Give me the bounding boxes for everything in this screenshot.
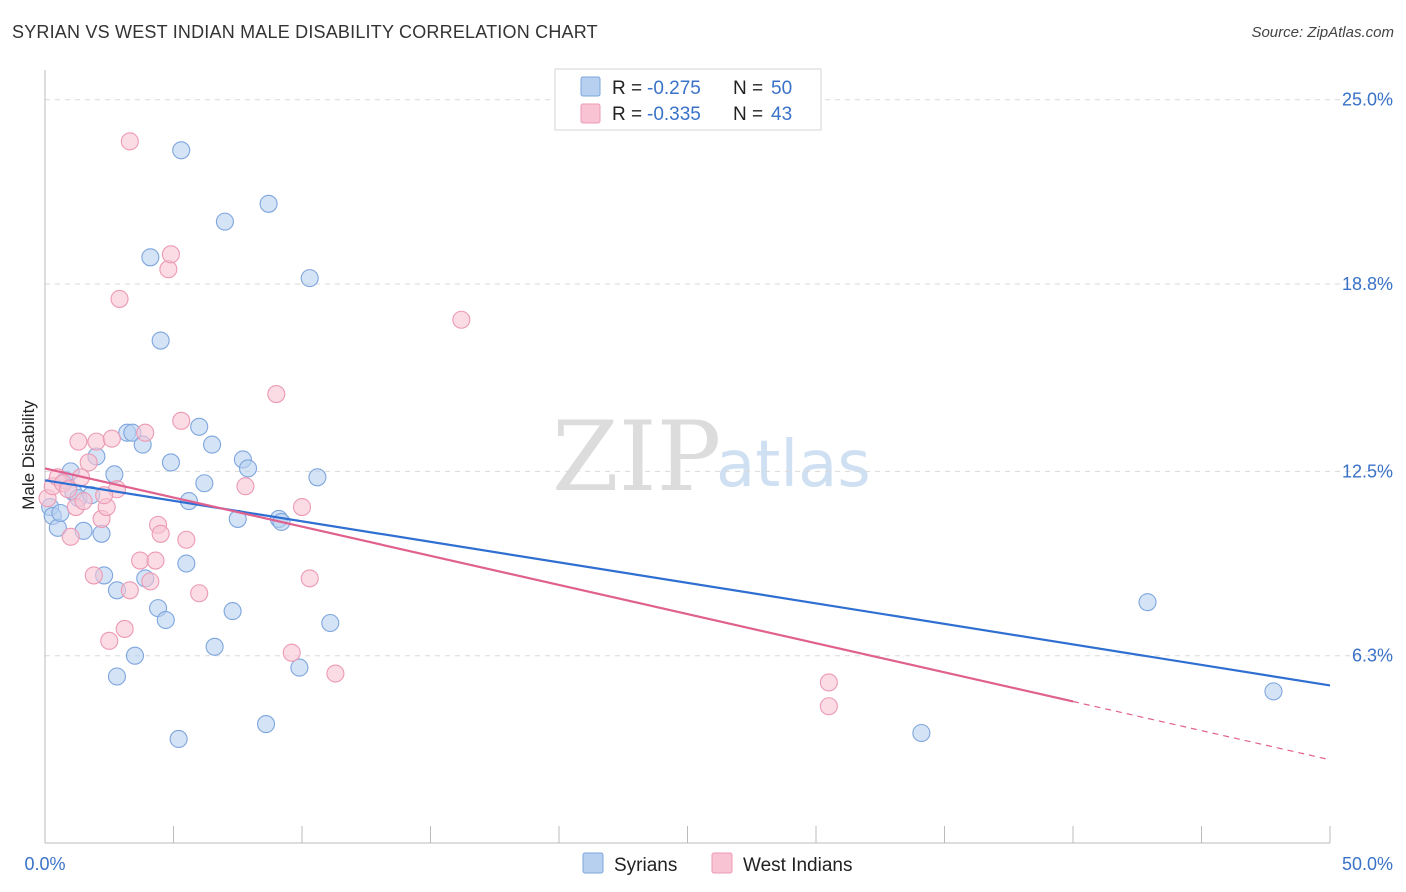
syrians-point xyxy=(223,602,242,621)
x-tick-label: 0.0% xyxy=(24,854,65,874)
legend-r-value: -0.275 xyxy=(647,78,701,99)
legend-r-label: R = xyxy=(612,78,642,99)
gridlines xyxy=(45,99,1393,657)
west-indians-point xyxy=(131,551,150,570)
correlation-legend: R = -0.275 N = 50 R = -0.335 N = 43 xyxy=(554,68,822,131)
syrians-point xyxy=(51,503,70,523)
syrians-point xyxy=(300,269,319,288)
bottom-legend-swatch-syrians xyxy=(582,852,604,874)
syrians-point xyxy=(321,613,340,633)
syrians-point xyxy=(290,658,309,677)
y-tick-label: 6.3% xyxy=(1352,646,1393,666)
legend-swatch-west-indians xyxy=(580,103,601,124)
west-indians-point xyxy=(452,310,471,329)
syrians-point xyxy=(161,453,180,472)
syrians-point xyxy=(308,468,327,487)
west-indians-point xyxy=(300,569,319,588)
syrians-point xyxy=(169,729,188,748)
legend-swatch-syrians xyxy=(580,76,601,97)
syrians-trend-line xyxy=(44,479,1331,687)
west-indians-point xyxy=(115,619,134,638)
syrians-point xyxy=(259,194,278,213)
west-indians-point xyxy=(282,643,301,662)
y-tick-labels: 6.3% 12.5% 18.8% 25.0% xyxy=(1342,90,1393,666)
bottom-legend-west-indians: West Indians xyxy=(743,855,852,876)
x-tick-labels: 0.0% 50.0% xyxy=(24,854,1393,874)
west-indians-point xyxy=(100,631,119,650)
west-indians-point xyxy=(84,566,103,585)
west-indians-trend-line xyxy=(44,467,1074,703)
west-indians-point xyxy=(819,673,838,692)
legend-n-label: N = xyxy=(733,104,763,125)
west-indians-point xyxy=(120,581,139,600)
west-indians-point xyxy=(110,289,129,308)
west-indians-point xyxy=(172,411,191,430)
west-indians-point xyxy=(159,260,178,279)
syrians-point xyxy=(238,459,258,478)
legend-r-label: R = xyxy=(612,104,642,125)
syrians-point xyxy=(203,435,222,454)
syrians-point xyxy=(177,554,196,573)
syrians-point xyxy=(205,637,224,656)
y-axis-label: Male Disability xyxy=(19,400,38,510)
series-legend: Syrians West Indians xyxy=(582,852,852,876)
y-tick-label: 12.5% xyxy=(1342,461,1393,481)
syrians-point xyxy=(1138,593,1157,612)
west-indians-point xyxy=(151,524,170,543)
syrians-point xyxy=(1264,682,1283,701)
axes xyxy=(44,70,1331,844)
west-indians-point xyxy=(267,385,286,404)
west-indians-point xyxy=(102,429,121,448)
west-indians-point xyxy=(87,432,106,451)
legend-n-value: 50 xyxy=(771,78,792,99)
syrians-point xyxy=(195,474,214,493)
chart-title: SYRIAN VS WEST INDIAN MALE DISABILITY CO… xyxy=(12,22,598,42)
syrians-point xyxy=(256,715,276,734)
y-tick-label: 18.8% xyxy=(1342,274,1393,294)
west-indians-point xyxy=(79,453,98,472)
bottom-legend-swatch-west-indians xyxy=(711,852,733,874)
west-indians-point xyxy=(74,492,93,511)
syrians-point xyxy=(215,212,234,231)
west-indians-point xyxy=(190,584,209,603)
west-indians-point xyxy=(819,697,838,716)
syrians-point xyxy=(151,331,170,350)
west-indians-point xyxy=(292,497,312,517)
west-indians-point xyxy=(177,530,196,549)
y-tick-label: 25.0% xyxy=(1342,90,1393,110)
west-indians-point xyxy=(161,245,180,264)
legend-n-label: N = xyxy=(733,78,763,99)
west-indians-point xyxy=(326,664,345,683)
bottom-legend-syrians: Syrians xyxy=(614,855,677,876)
west-indians-point xyxy=(69,432,88,451)
syrians-point xyxy=(125,646,144,665)
syrians-point xyxy=(912,723,931,743)
legend-r-value: -0.335 xyxy=(647,104,701,125)
syrians-point xyxy=(156,610,175,630)
west-indians-point xyxy=(120,132,139,151)
west-indians-point xyxy=(61,527,80,546)
trend-lines xyxy=(44,467,1331,761)
syrians-point xyxy=(141,248,160,267)
west-indians-point xyxy=(136,423,155,442)
west-indians-point xyxy=(141,572,160,591)
west-indians-trend-extension xyxy=(1072,700,1331,761)
syrians-point xyxy=(172,141,191,160)
legend-n-value: 43 xyxy=(771,104,792,125)
x-tick-label: 50.0% xyxy=(1342,854,1393,874)
watermark-zip: ZIP xyxy=(552,401,721,513)
west-indians-point xyxy=(146,551,165,570)
source-credit: Source: ZipAtlas.com xyxy=(1251,24,1394,41)
syrians-point xyxy=(190,417,209,436)
syrians-point xyxy=(105,465,124,484)
west-indians-point xyxy=(236,477,255,496)
syrians-point xyxy=(107,667,127,686)
watermark-atlas: atlas xyxy=(716,428,871,502)
